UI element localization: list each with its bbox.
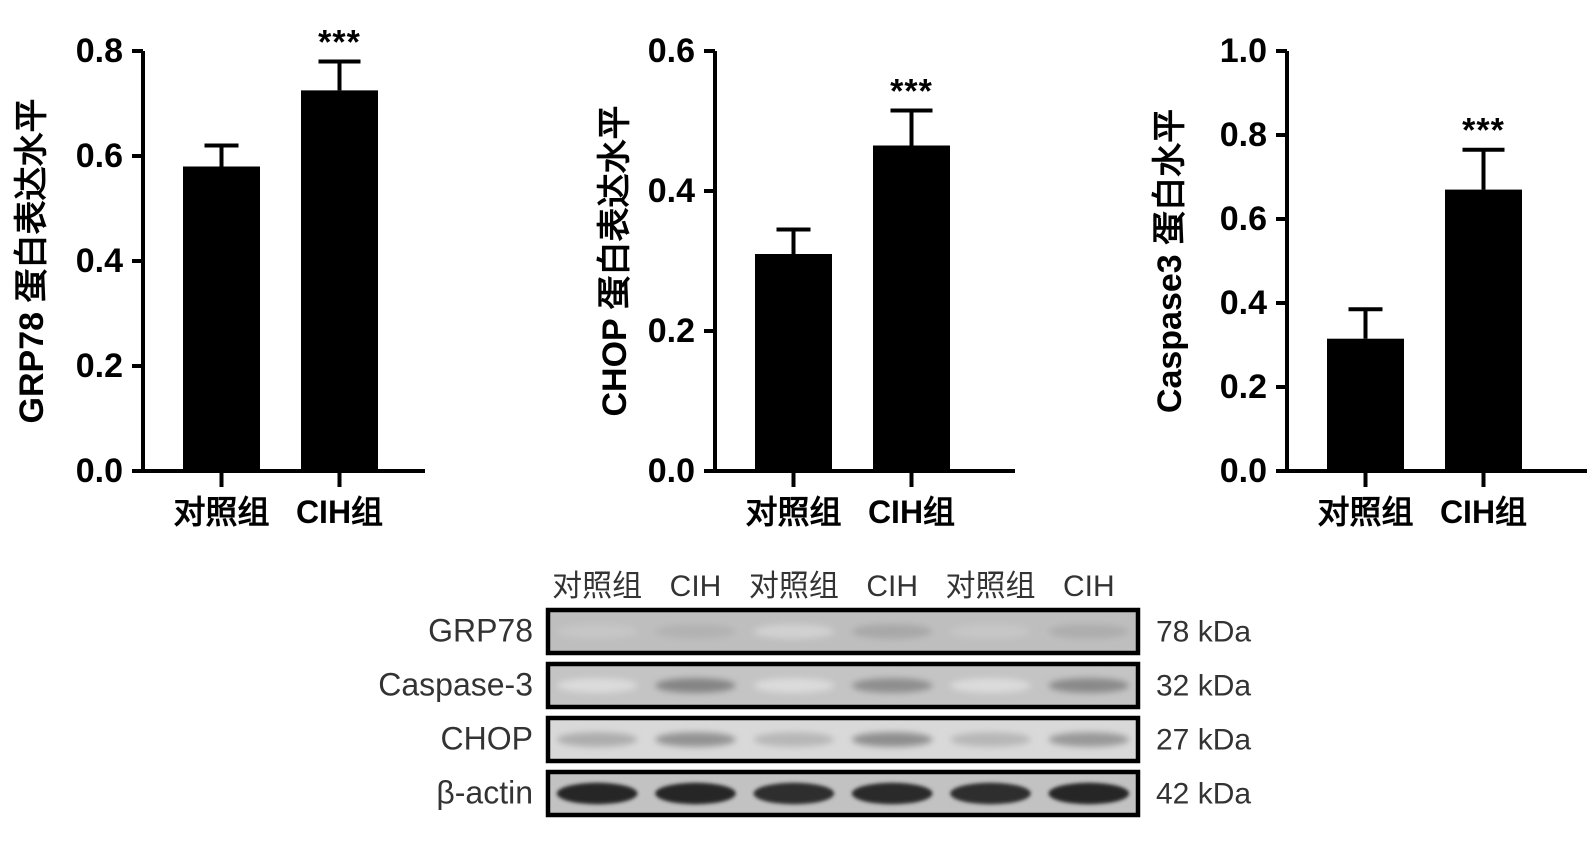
svg-text:CIH: CIH bbox=[866, 570, 918, 603]
svg-text:GRP78: GRP78 bbox=[428, 613, 533, 649]
svg-text:对照组: 对照组 bbox=[552, 570, 642, 603]
svg-text:27 kDa: 27 kDa bbox=[1156, 724, 1251, 757]
svg-text:对照组: 对照组 bbox=[946, 570, 1036, 603]
svg-text:78 kDa: 78 kDa bbox=[1156, 616, 1251, 649]
svg-text:Caspase-3: Caspase-3 bbox=[378, 667, 533, 703]
svg-text:CIH: CIH bbox=[1063, 570, 1115, 603]
svg-text:CHOP: CHOP bbox=[441, 721, 533, 757]
svg-text:对照组: 对照组 bbox=[749, 570, 839, 603]
svg-text:32 kDa: 32 kDa bbox=[1156, 670, 1251, 703]
svg-text:β-actin: β-actin bbox=[436, 775, 533, 811]
svg-text:CIH: CIH bbox=[670, 570, 722, 603]
svg-text:42 kDa: 42 kDa bbox=[1156, 778, 1251, 811]
